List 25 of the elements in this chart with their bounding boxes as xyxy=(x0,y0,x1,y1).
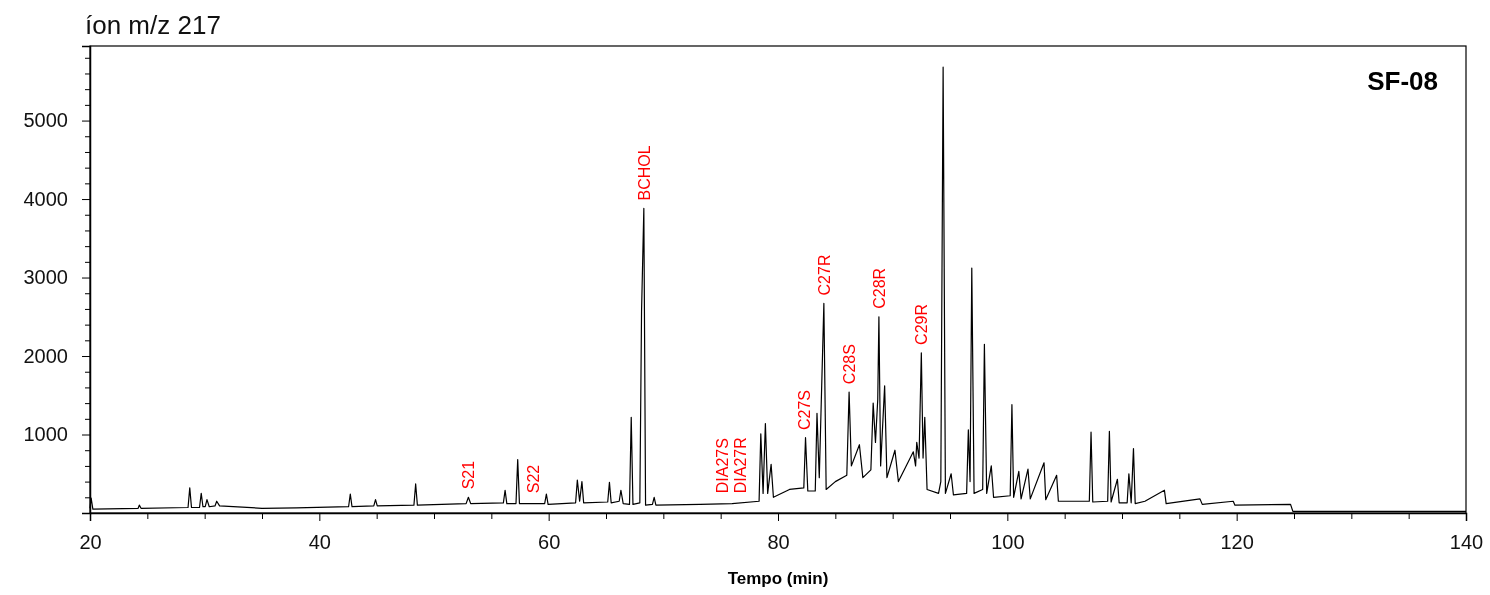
chart-title: íon m/z 217 xyxy=(85,10,221,40)
x-tick-label: 100 xyxy=(991,531,1025,554)
x-tick-label: 120 xyxy=(1220,531,1254,554)
annotation: C27S xyxy=(796,390,814,431)
y-tick-label: 3000 xyxy=(23,266,68,289)
x-tick-label: 60 xyxy=(538,531,561,554)
x-axis-title: Tempo (min) xyxy=(727,569,829,588)
y-tick-label: 2000 xyxy=(23,344,68,367)
y-tick-label: 1000 xyxy=(23,423,68,446)
y-tick-label: 4000 xyxy=(23,187,68,210)
y-tick-label: 5000 xyxy=(23,109,68,132)
annotation: DIA27S xyxy=(713,438,731,494)
x-tick-label: 80 xyxy=(767,531,790,554)
x-tick-label: 40 xyxy=(308,531,331,554)
annotation: C28S xyxy=(841,344,859,385)
annotation: S22 xyxy=(524,464,542,494)
x-tick-label: 20 xyxy=(79,531,102,554)
annotation: DIA27R xyxy=(732,437,750,494)
annotation: SF-08 xyxy=(1367,66,1438,96)
annotation: BCHOL xyxy=(635,145,653,201)
annotation: C27R xyxy=(815,254,833,296)
annotation: C28R xyxy=(870,267,888,309)
annotation: C29R xyxy=(913,303,931,345)
x-tick-label: 140 xyxy=(1449,531,1484,554)
annotation: S21 xyxy=(460,460,478,490)
